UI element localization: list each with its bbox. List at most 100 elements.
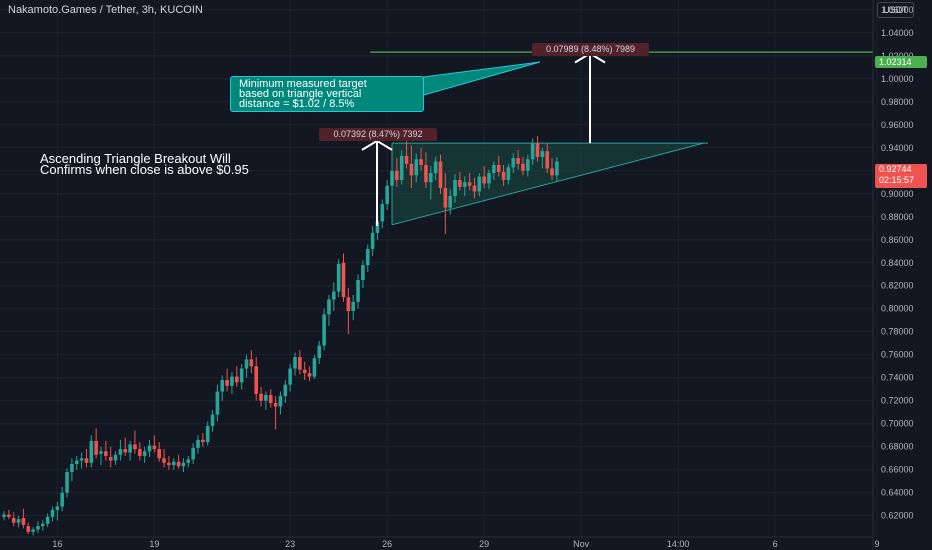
candle[interactable] bbox=[235, 366, 239, 387]
candle[interactable] bbox=[16, 515, 21, 528]
candle[interactable] bbox=[526, 154, 530, 177]
candle[interactable] bbox=[74, 455, 79, 470]
candle[interactable] bbox=[230, 371, 234, 394]
candle[interactable] bbox=[273, 396, 278, 430]
candle[interactable] bbox=[138, 442, 142, 461]
candle[interactable] bbox=[448, 189, 452, 215]
candle[interactable] bbox=[399, 150, 404, 185]
candle[interactable] bbox=[467, 173, 472, 191]
candle[interactable] bbox=[462, 176, 467, 197]
candle[interactable] bbox=[7, 509, 11, 520]
candle[interactable] bbox=[511, 153, 516, 174]
candle[interactable] bbox=[414, 153, 419, 183]
candle[interactable] bbox=[346, 288, 351, 335]
candle[interactable] bbox=[307, 366, 312, 382]
candle[interactable] bbox=[152, 435, 157, 453]
candle[interactable] bbox=[395, 158, 399, 187]
candle[interactable] bbox=[104, 440, 108, 461]
candle[interactable] bbox=[70, 458, 74, 482]
candle[interactable] bbox=[79, 452, 84, 469]
candle[interactable] bbox=[45, 513, 50, 528]
candle[interactable] bbox=[215, 384, 220, 422]
candle[interactable] bbox=[496, 155, 501, 177]
candle[interactable] bbox=[249, 350, 254, 374]
candle[interactable] bbox=[55, 501, 60, 521]
candle[interactable] bbox=[438, 154, 443, 194]
candle[interactable] bbox=[332, 282, 336, 312]
candle[interactable] bbox=[181, 458, 186, 473]
candle[interactable] bbox=[26, 522, 31, 535]
candle[interactable] bbox=[317, 340, 322, 364]
candle[interactable] bbox=[118, 439, 123, 461]
candle[interactable] bbox=[259, 386, 263, 407]
candle[interactable] bbox=[142, 446, 147, 463]
candle[interactable] bbox=[380, 199, 385, 229]
candle[interactable] bbox=[429, 166, 433, 200]
candle[interactable] bbox=[298, 350, 302, 375]
candle[interactable] bbox=[157, 442, 161, 462]
candle[interactable] bbox=[205, 421, 210, 446]
candle[interactable] bbox=[99, 446, 103, 466]
candle[interactable] bbox=[550, 158, 554, 180]
candle[interactable] bbox=[370, 225, 375, 256]
candle[interactable] bbox=[288, 363, 292, 392]
symbol-title[interactable]: Nakamoto.Games / Tether, 3h, KUCOIN bbox=[8, 4, 203, 16]
candle[interactable] bbox=[458, 171, 462, 191]
candle[interactable] bbox=[65, 468, 69, 498]
candle[interactable] bbox=[36, 521, 40, 533]
candle[interactable] bbox=[123, 437, 128, 456]
candle[interactable] bbox=[443, 173, 448, 235]
candle[interactable] bbox=[31, 527, 35, 536]
candle[interactable] bbox=[516, 150, 520, 170]
candle[interactable] bbox=[2, 511, 6, 521]
candle[interactable] bbox=[254, 357, 258, 401]
candle[interactable] bbox=[264, 391, 268, 410]
candle[interactable] bbox=[385, 179, 389, 210]
candle[interactable] bbox=[196, 435, 200, 454]
candle[interactable] bbox=[492, 161, 496, 180]
candle[interactable] bbox=[535, 136, 540, 162]
candle[interactable] bbox=[239, 363, 244, 390]
candle[interactable] bbox=[327, 294, 331, 326]
candle[interactable] bbox=[555, 156, 559, 182]
candle[interactable] bbox=[482, 166, 486, 189]
candle[interactable] bbox=[293, 352, 297, 376]
candle[interactable] bbox=[336, 259, 341, 298]
candle[interactable] bbox=[409, 145, 414, 189]
candle[interactable] bbox=[322, 308, 326, 351]
candle[interactable] bbox=[341, 253, 346, 302]
candle[interactable] bbox=[89, 435, 94, 468]
candle[interactable] bbox=[128, 440, 132, 461]
candle[interactable] bbox=[191, 443, 195, 464]
candle[interactable] bbox=[220, 375, 225, 401]
candle[interactable] bbox=[433, 156, 438, 180]
candle[interactable] bbox=[545, 143, 549, 174]
candle[interactable] bbox=[302, 361, 307, 381]
candle[interactable] bbox=[108, 446, 113, 468]
candle[interactable] bbox=[419, 147, 423, 171]
candle[interactable] bbox=[351, 294, 355, 321]
candle[interactable] bbox=[50, 506, 55, 522]
candle[interactable] bbox=[477, 173, 482, 197]
candle[interactable] bbox=[225, 368, 229, 392]
candle[interactable] bbox=[176, 454, 181, 469]
candle[interactable] bbox=[521, 156, 525, 176]
candle[interactable] bbox=[133, 430, 137, 454]
candlesticks[interactable] bbox=[2, 133, 559, 536]
candle[interactable] bbox=[167, 455, 171, 470]
candle[interactable] bbox=[540, 147, 545, 169]
candle[interactable] bbox=[210, 409, 215, 432]
candle[interactable] bbox=[41, 520, 45, 531]
candle[interactable] bbox=[283, 380, 288, 404]
candle[interactable] bbox=[162, 449, 166, 468]
candle[interactable] bbox=[171, 458, 176, 470]
candle[interactable] bbox=[487, 169, 491, 190]
candle[interactable] bbox=[113, 451, 118, 466]
candle[interactable] bbox=[268, 389, 273, 408]
candle[interactable] bbox=[201, 432, 205, 447]
candle[interactable] bbox=[84, 449, 89, 468]
candle[interactable] bbox=[312, 354, 317, 379]
candle[interactable] bbox=[530, 138, 535, 166]
candle[interactable] bbox=[506, 163, 511, 185]
